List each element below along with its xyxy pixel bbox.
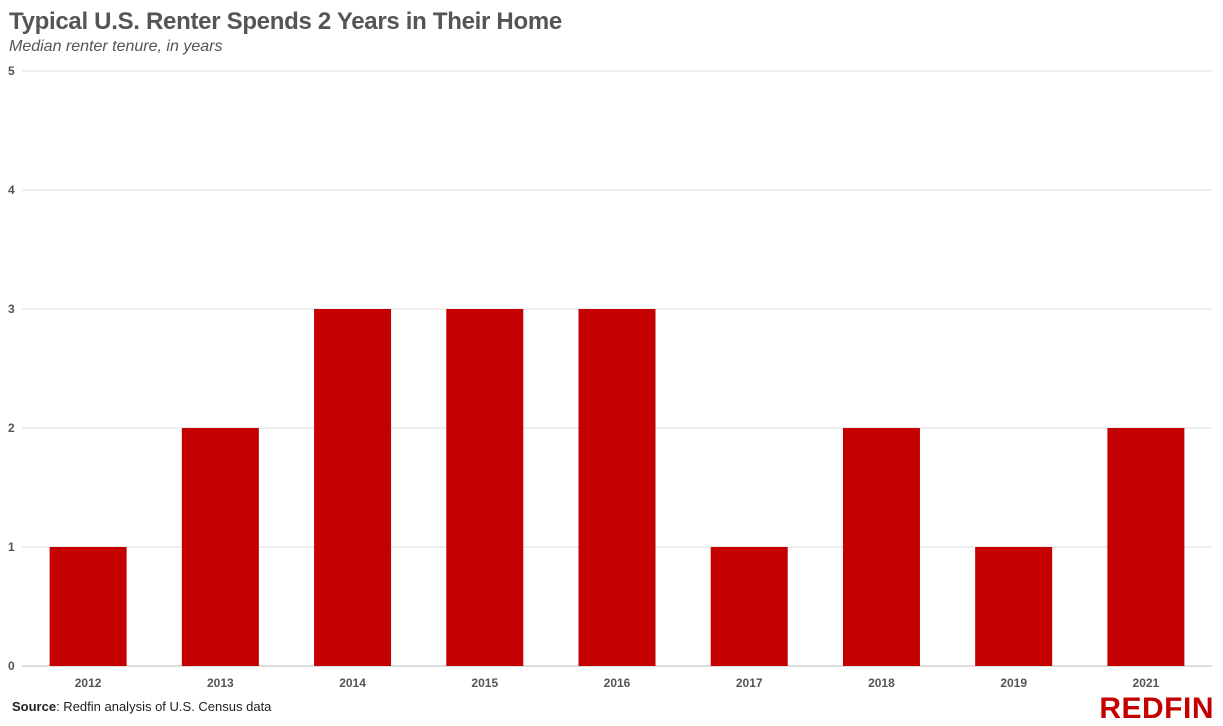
bar	[975, 547, 1053, 666]
bar	[710, 547, 788, 666]
chart-subtitle: Median renter tenure, in years	[9, 38, 223, 55]
x-tick-label: 2018	[868, 676, 895, 690]
bar	[314, 309, 392, 666]
bar	[49, 547, 127, 666]
y-tick-label: 4	[8, 183, 15, 197]
x-tick-label: 2015	[471, 676, 498, 690]
bar	[842, 428, 920, 666]
x-tick-label: 2021	[1133, 676, 1160, 690]
y-tick-label: 3	[8, 302, 15, 316]
source-label: Source	[12, 699, 57, 714]
x-tick-label: 2014	[339, 676, 366, 690]
x-tick-label: 2012	[75, 676, 102, 690]
x-tick-label: 2013	[207, 676, 234, 690]
y-tick-label: 5	[8, 64, 15, 78]
bar	[578, 309, 656, 666]
y-tick-label: 2	[8, 421, 15, 435]
y-tick-label: 1	[8, 540, 15, 554]
chart-title: Typical U.S. Renter Spends 2 Years in Th…	[9, 8, 562, 35]
x-tick-label: 2016	[604, 676, 631, 690]
bar	[1107, 428, 1185, 666]
x-tick-label: 2019	[1000, 676, 1027, 690]
source-text: : Redfin analysis of U.S. Census data	[56, 699, 272, 714]
bar	[446, 309, 524, 666]
bar	[181, 428, 259, 666]
source-note: Source: Redfin analysis of U.S. Census d…	[12, 699, 271, 714]
y-tick-label: 0	[8, 659, 15, 673]
x-tick-label: 2017	[736, 676, 763, 690]
redfin-logo: REDFIN	[1099, 692, 1214, 725]
